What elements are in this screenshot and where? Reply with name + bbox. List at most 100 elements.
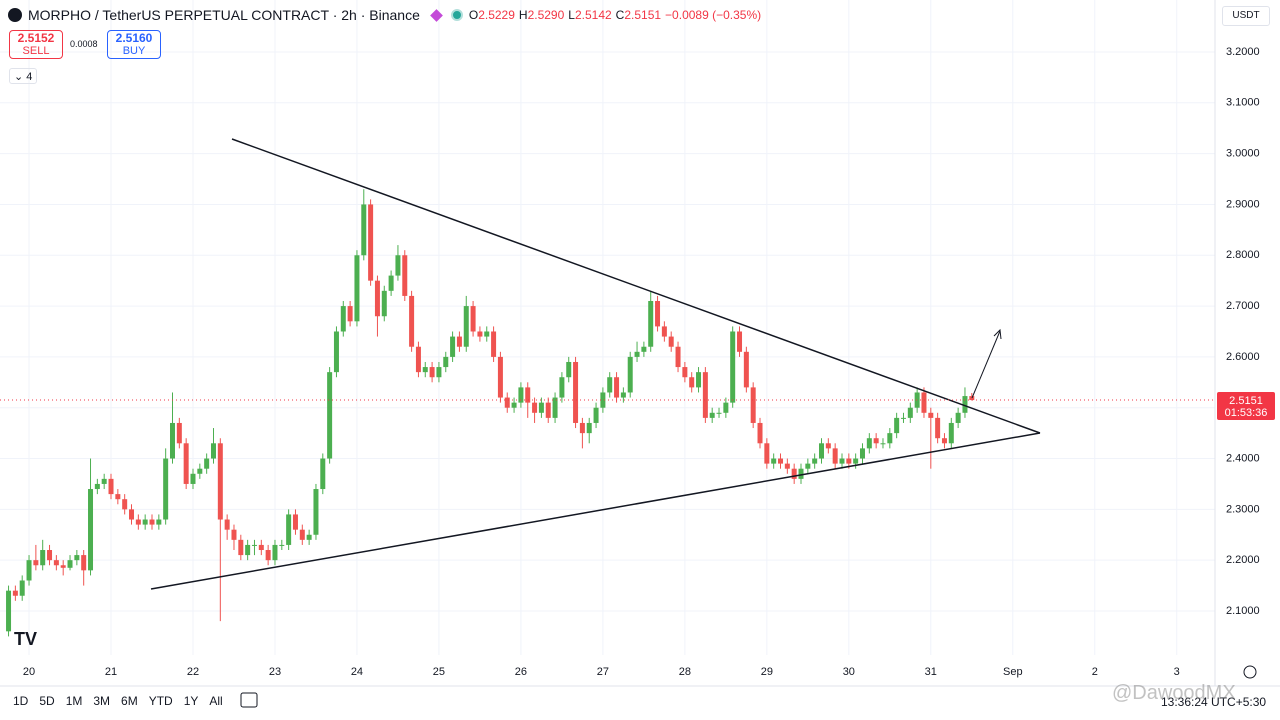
candle-body bbox=[299, 529, 305, 540]
candle-body bbox=[306, 534, 312, 540]
sell-price: 2.5152 bbox=[17, 31, 55, 45]
candle-body bbox=[292, 514, 298, 530]
candle-body bbox=[566, 361, 572, 378]
candle-body bbox=[941, 438, 947, 444]
candle-body bbox=[518, 387, 524, 403]
candle-body bbox=[573, 361, 579, 423]
candle-body bbox=[354, 255, 360, 322]
trendline-lower bbox=[150, 432, 1041, 590]
candle-body bbox=[135, 519, 141, 525]
range-buttons: 1D 5D 1M 3M 6M YTD 1Y All bbox=[13, 694, 223, 708]
x-tick-label: 23 bbox=[269, 666, 281, 678]
x-tick-label: 31 bbox=[925, 666, 937, 678]
settings-icon[interactable] bbox=[1243, 665, 1257, 679]
candle-body bbox=[525, 387, 531, 403]
candle-body bbox=[798, 468, 804, 479]
candle-body bbox=[436, 367, 442, 378]
x-tick-label: 29 bbox=[761, 666, 773, 678]
candle-body bbox=[532, 402, 538, 413]
candle-body bbox=[504, 397, 510, 408]
candle-body bbox=[846, 458, 852, 464]
range-button[interactable]: 1Y bbox=[183, 694, 199, 708]
status-dot bbox=[450, 9, 463, 21]
date-range-icon[interactable] bbox=[240, 692, 258, 708]
candle-body bbox=[477, 331, 483, 337]
y-tick-label: 3.2000 bbox=[1226, 46, 1260, 58]
y-tick-label: 2.3000 bbox=[1226, 503, 1260, 515]
candle-body bbox=[900, 417, 906, 419]
range-button[interactable]: YTD bbox=[148, 694, 173, 708]
candle-body bbox=[463, 306, 469, 347]
sell-label: SELL bbox=[22, 45, 50, 57]
range-button[interactable]: All bbox=[209, 694, 223, 708]
candle-body bbox=[81, 555, 87, 571]
y-tick-label: 2.2000 bbox=[1226, 554, 1260, 566]
candle-body bbox=[928, 412, 934, 418]
buy-button[interactable]: 2.5160 BUY bbox=[107, 30, 161, 59]
candle-body bbox=[347, 306, 353, 322]
candle-body bbox=[723, 402, 729, 413]
x-tick-label: 21 bbox=[105, 666, 117, 678]
range-button[interactable]: 1M bbox=[65, 694, 83, 708]
candle-body bbox=[552, 397, 558, 418]
candle-body bbox=[361, 204, 367, 256]
candle-body bbox=[873, 438, 879, 444]
y-tick-label: 2.9000 bbox=[1226, 198, 1260, 210]
candle-body bbox=[921, 392, 927, 413]
candle-body bbox=[26, 560, 32, 581]
ohlc-item: O2.5229 bbox=[469, 8, 515, 22]
sell-button[interactable]: 2.5152 SELL bbox=[9, 30, 63, 59]
ohlc-key: H bbox=[518, 8, 528, 22]
candle-body bbox=[190, 473, 196, 484]
ohlc-key: O bbox=[468, 8, 479, 22]
candle-body bbox=[429, 367, 435, 378]
spread: 0.0008 bbox=[70, 39, 98, 49]
range-button[interactable]: 6M bbox=[121, 694, 138, 708]
candle-body bbox=[791, 468, 797, 479]
candle-body bbox=[74, 555, 80, 561]
candle-body bbox=[251, 544, 257, 546]
candle-body bbox=[764, 443, 770, 464]
candle-body bbox=[627, 356, 633, 393]
ohlc-item: L2.5142 bbox=[568, 8, 611, 22]
flag-icon bbox=[429, 8, 443, 22]
candle-body bbox=[935, 417, 941, 439]
candle-body bbox=[511, 402, 517, 408]
price-tag-value: 2.5151 bbox=[1229, 395, 1263, 407]
indicators-toggle[interactable]: ⌄ 4 bbox=[9, 68, 37, 84]
candle-body bbox=[88, 489, 94, 571]
x-tick-label: 30 bbox=[843, 666, 855, 678]
candle-body bbox=[538, 402, 544, 413]
candle-body bbox=[620, 392, 626, 398]
candle-body bbox=[286, 514, 292, 545]
range-button[interactable]: 3M bbox=[93, 694, 111, 708]
candle-body bbox=[668, 336, 674, 347]
arrow bbox=[971, 330, 1001, 399]
candle-body bbox=[245, 544, 251, 556]
y-tick-label: 2.6000 bbox=[1226, 351, 1260, 363]
candle-body bbox=[115, 494, 121, 500]
symbol-title[interactable]: MORPHO / TetherUS PERPETUAL CONTRACT · 2… bbox=[28, 7, 420, 23]
candle-body bbox=[33, 560, 39, 566]
candle-body bbox=[19, 580, 25, 596]
candle-body bbox=[600, 392, 606, 408]
candle-body bbox=[661, 326, 667, 337]
range-button[interactable]: 5D bbox=[39, 694, 55, 708]
candle-body bbox=[593, 407, 599, 423]
watermark: @DawoodMX bbox=[1112, 682, 1236, 704]
x-tick-label: Sep bbox=[1003, 666, 1023, 678]
x-tick-label: 24 bbox=[351, 666, 363, 678]
candle-body bbox=[655, 300, 661, 327]
candle-body bbox=[634, 351, 640, 357]
candle-body bbox=[340, 306, 346, 332]
candle-body bbox=[129, 509, 135, 520]
candle-body bbox=[40, 550, 46, 566]
currency-button[interactable]: USDT bbox=[1222, 6, 1270, 26]
x-tick-label: 3 bbox=[1174, 666, 1180, 678]
candle-body bbox=[409, 295, 415, 347]
candle-body bbox=[778, 458, 784, 464]
range-button[interactable]: 1D bbox=[13, 694, 29, 708]
candle-body bbox=[771, 458, 777, 464]
